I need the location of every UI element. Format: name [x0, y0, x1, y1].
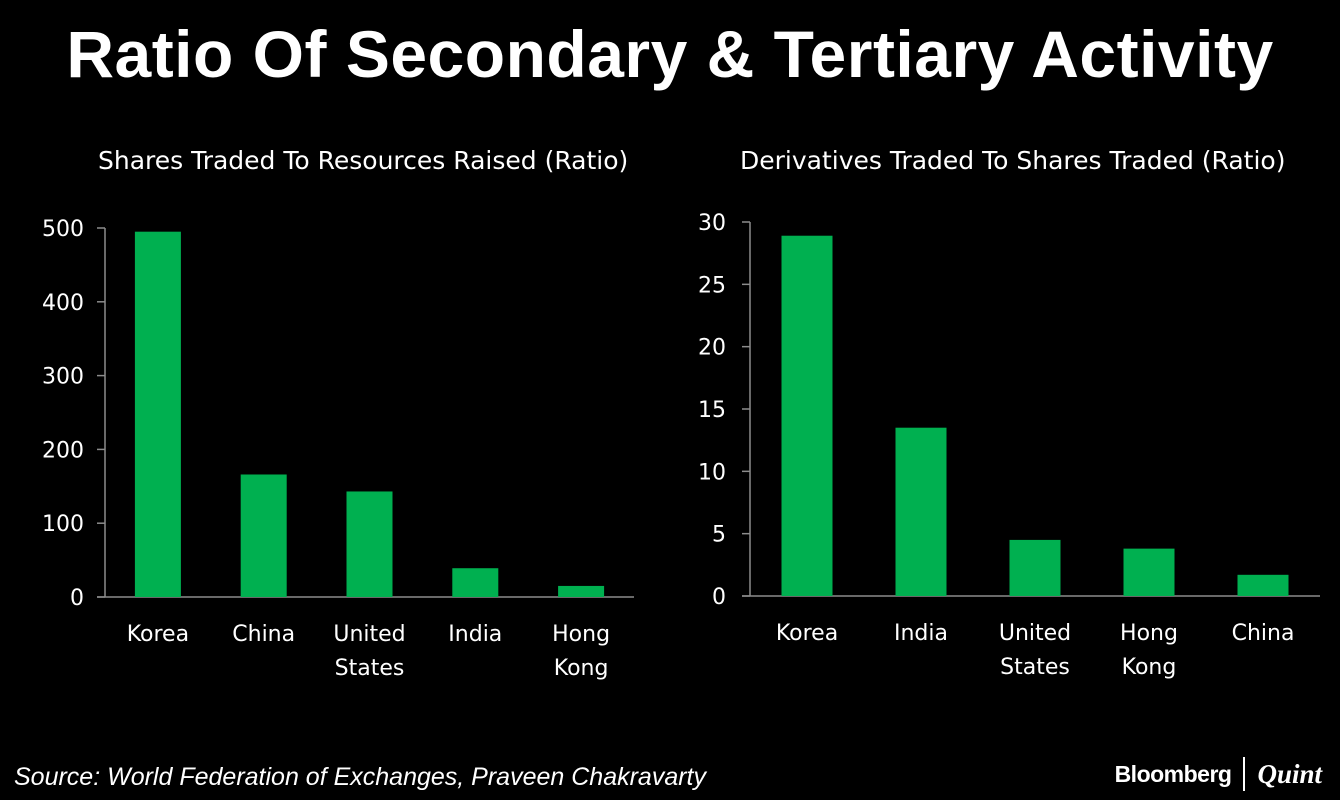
category-label: China — [1232, 621, 1295, 646]
category-label-line: China — [1232, 621, 1295, 646]
bar — [558, 585, 605, 597]
category-label-line: States — [1000, 655, 1070, 680]
category-label: Hong Kong — [552, 622, 610, 681]
y-tick-label: 400 — [42, 291, 84, 316]
brand-logo: Bloomberg Quint — [1115, 756, 1322, 792]
category-label: India — [894, 621, 948, 646]
y-tick-label: 200 — [42, 438, 84, 463]
y-tick-label: 10 — [698, 460, 726, 485]
category-label: Korea — [127, 622, 189, 647]
bar — [240, 474, 287, 597]
chart-title: Derivatives Traded To Shares Traded (Rat… — [740, 146, 1286, 175]
bar — [1123, 548, 1175, 596]
category-label-line: United — [333, 622, 405, 647]
chart-title: Shares Traded To Resources Raised (Ratio… — [98, 146, 629, 175]
source-note: Source: World Federation of Exchanges, P… — [14, 763, 707, 791]
brand-quint: Quint — [1257, 758, 1322, 789]
category-label-line: United — [999, 621, 1071, 646]
bar — [781, 235, 833, 597]
category-label: Hong Kong — [1120, 621, 1178, 680]
category-label-line: Korea — [776, 621, 838, 646]
y-tick-label: 25 — [698, 273, 726, 298]
category-label-line: Kong — [554, 656, 609, 681]
bar — [134, 231, 181, 597]
category-label: Korea — [776, 621, 838, 646]
chart-shares-to-resources: Shares Traded To Resources Raised (Ratio… — [0, 130, 670, 720]
y-tick-label: 0 — [70, 586, 84, 611]
category-label-line: Kong — [1122, 655, 1177, 680]
category-label-line: India — [894, 621, 948, 646]
category-label-line: China — [232, 622, 295, 647]
brand-divider — [1243, 757, 1246, 791]
y-tick-label: 500 — [42, 217, 84, 242]
bar — [895, 427, 947, 596]
y-tick-label: 300 — [42, 365, 84, 390]
category-label: United States — [999, 621, 1071, 680]
bar — [1237, 574, 1289, 596]
category-label: China — [232, 622, 295, 647]
bar — [346, 491, 393, 597]
page-title: Ratio Of Secondary & Tertiary Activity — [66, 17, 1274, 91]
bar — [1009, 539, 1061, 596]
bar — [452, 568, 499, 597]
bar-chart-derivatives-to-shares: 0 5 10 15 20 25 30 Korea India United States Hong Ko… — [698, 211, 1320, 680]
y-tick-label: 0 — [712, 585, 726, 610]
category-label-line: States — [335, 656, 405, 681]
chart-derivatives-to-shares: Derivatives Traded To Shares Traded (Rat… — [670, 130, 1340, 720]
y-tick-label: 15 — [698, 398, 726, 423]
category-label: United States — [333, 622, 405, 681]
category-label-line: Korea — [127, 622, 189, 647]
category-label: India — [448, 622, 502, 647]
y-tick-label: 20 — [698, 336, 726, 361]
category-label-line: Hong — [1120, 621, 1178, 646]
y-tick-label: 100 — [42, 512, 84, 537]
y-tick-label: 30 — [698, 211, 726, 236]
bar-chart-shares-to-resources: 0 100 200 300 400 500 Korea China United States In… — [42, 217, 634, 681]
category-label-line: India — [448, 622, 502, 647]
category-label-line: Hong — [552, 622, 610, 647]
y-tick-label: 5 — [712, 523, 726, 548]
brand-bloomberg: Bloomberg — [1114, 760, 1232, 787]
